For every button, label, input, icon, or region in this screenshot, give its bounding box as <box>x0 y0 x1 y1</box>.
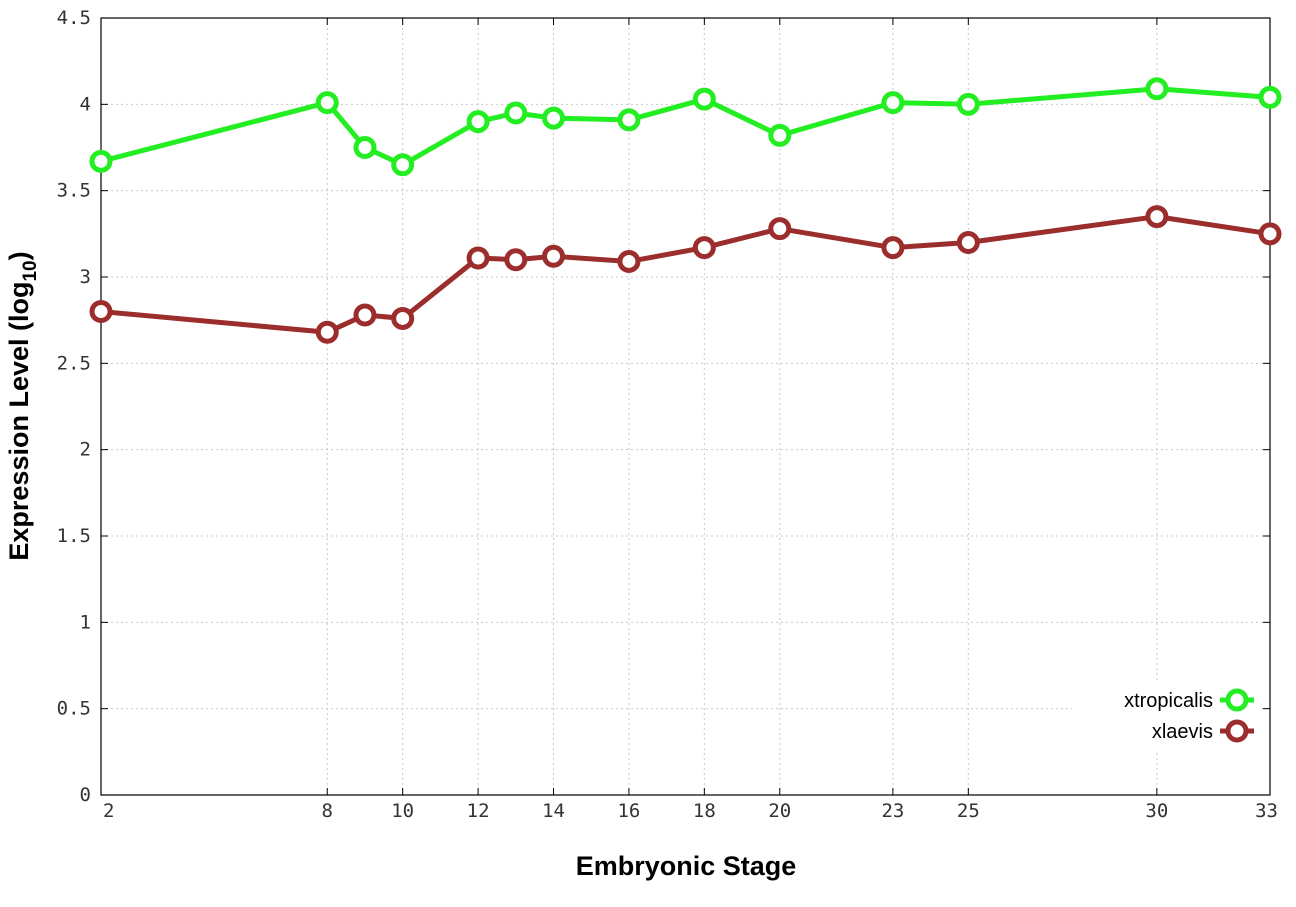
data-point-xlaevis <box>89 300 113 324</box>
x-tick-label: 10 <box>391 800 414 822</box>
data-point-xtropicalis <box>391 153 415 177</box>
data-point-xlaevis <box>353 303 377 327</box>
data-point-xlaevis <box>956 230 980 254</box>
legend-label-xtropicalis: xtropicalis <box>1124 690 1213 712</box>
y-axis-title-close: ) <box>4 251 34 260</box>
x-tick-label: 18 <box>693 800 716 822</box>
series-line-xlaevis <box>100 214 1271 335</box>
x-tick-label: 20 <box>768 800 791 822</box>
data-point-xlaevis <box>504 248 528 272</box>
y-tick-label: 3 <box>80 266 91 288</box>
y-tick-label: 4.5 <box>57 7 91 29</box>
data-point-xlaevis <box>391 306 415 330</box>
data-point-xtropicalis <box>768 123 792 147</box>
y-tick-label: 4 <box>80 93 91 115</box>
legend-swatch-marker-xtropicalis <box>1225 688 1249 712</box>
data-point-xtropicalis <box>956 92 980 116</box>
y-tick-label: 0 <box>80 784 91 806</box>
data-point-xlaevis <box>466 246 490 270</box>
data-point-xtropicalis <box>353 136 377 159</box>
x-tick-label: 30 <box>1145 800 1168 822</box>
series-xtropicalis <box>89 77 1282 177</box>
x-tick-label: 16 <box>617 800 640 822</box>
data-point-xtropicalis <box>89 149 113 173</box>
data-point-xtropicalis <box>881 91 905 115</box>
x-axis-title: Embryonic Stage <box>576 851 797 881</box>
x-tick-label: 33 <box>1255 800 1278 822</box>
legend-label-xlaevis: xlaevis <box>1152 721 1213 743</box>
y-tick-label: 3.5 <box>57 180 91 202</box>
data-point-xlaevis <box>768 217 792 241</box>
y-axis-title-subscript: 10 <box>20 260 41 281</box>
data-point-xtropicalis <box>315 91 339 115</box>
data-point-xtropicalis <box>466 110 490 134</box>
x-axis: 2 8 10 12 14 16 18 20 23 25 30 33 <box>100 18 1278 822</box>
data-point-xtropicalis <box>1145 77 1169 101</box>
data-point-xtropicalis <box>542 106 566 130</box>
x-tick-label: 25 <box>957 800 980 822</box>
x-tick-label: 12 <box>467 800 490 822</box>
series-layer <box>89 77 1282 344</box>
data-point-xlaevis <box>542 244 566 268</box>
data-point-xlaevis <box>315 320 339 344</box>
data-point-xtropicalis <box>692 87 716 111</box>
data-point-xlaevis <box>1258 222 1282 246</box>
y-axis-title-main: Expression Level (log <box>4 282 34 561</box>
y-tick-label: 0.5 <box>57 698 91 720</box>
x-tick-label: 14 <box>542 800 565 822</box>
data-point-xlaevis <box>1145 205 1169 229</box>
y-axis: 0 0.5 1 1.5 2 2.5 3 3.5 4 4.5 <box>57 7 1270 806</box>
x-tick-label: 2 <box>103 800 114 822</box>
plot-frame <box>100 17 1271 796</box>
data-point-xtropicalis <box>1258 85 1282 109</box>
legend: xtropicalis xlaevis <box>1072 680 1262 750</box>
y-tick-label: 1 <box>80 611 91 633</box>
x-tick-label: 23 <box>881 800 904 822</box>
y-tick-label: 2.5 <box>57 352 91 374</box>
series-line-xtropicalis <box>100 86 1271 168</box>
y-tick-label: 1.5 <box>57 525 91 547</box>
series-xlaevis <box>89 205 1282 344</box>
y-tick-label: 2 <box>80 439 91 461</box>
data-point-xlaevis <box>881 236 905 260</box>
legend-swatch-marker-xlaevis <box>1225 719 1249 743</box>
y-axis-title: Expression Level (log10) <box>4 251 41 560</box>
data-point-xtropicalis <box>617 108 641 132</box>
grid <box>101 18 1270 795</box>
plot-border <box>100 17 1271 796</box>
data-point-xtropicalis <box>504 101 528 125</box>
x-tick-label: 8 <box>322 800 333 822</box>
data-point-xlaevis <box>692 236 716 260</box>
data-point-xlaevis <box>617 249 641 273</box>
